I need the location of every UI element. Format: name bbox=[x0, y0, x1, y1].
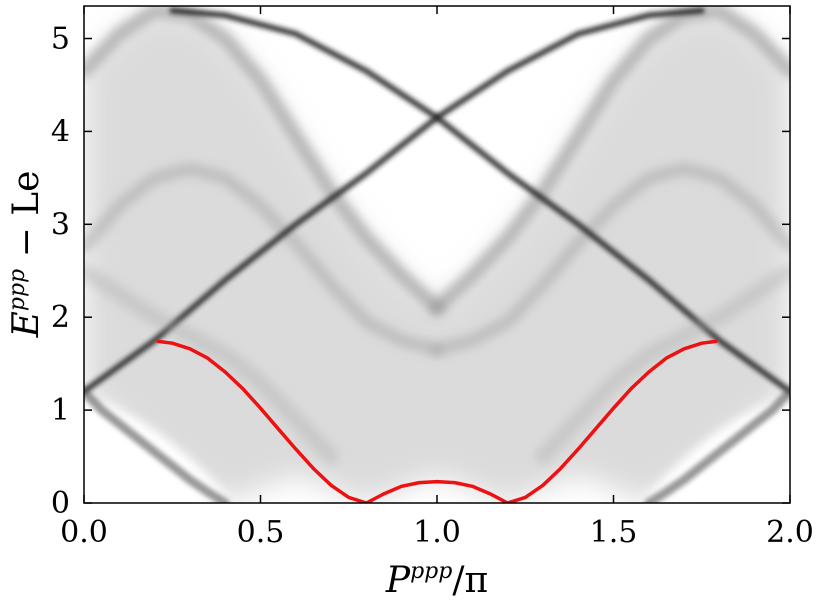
band-8 bbox=[84, 262, 340, 465]
y-tick-label: 5 bbox=[51, 22, 70, 57]
band-9 bbox=[534, 262, 790, 465]
y-tick-label: 2 bbox=[51, 300, 70, 335]
band-6 bbox=[84, 387, 230, 503]
y-axis-ticks: 0 1 2 3 4 5 bbox=[51, 22, 790, 521]
band-layer bbox=[84, 6, 790, 503]
x-axis-label: Pppp/π bbox=[385, 559, 488, 601]
series-line-0 bbox=[156, 339, 718, 503]
y-axis-label: Eppp − Le bbox=[5, 171, 47, 339]
x-tick-label: 0.0 bbox=[60, 515, 108, 550]
x-tick-label: 2.0 bbox=[766, 515, 814, 550]
plot-area bbox=[84, 6, 790, 503]
x-tick-label: 1.0 bbox=[413, 515, 461, 550]
band-3 bbox=[431, 162, 790, 356]
band-7 bbox=[644, 387, 790, 503]
band-1 bbox=[430, 6, 790, 315]
series-layer bbox=[156, 339, 718, 503]
band-4 bbox=[84, 7, 705, 395]
gap-region-upper bbox=[395, 83, 479, 208]
band-2 bbox=[84, 162, 443, 356]
y-tick-label: 0 bbox=[51, 486, 70, 521]
band-5 bbox=[169, 7, 790, 395]
x-tick-label: 1.5 bbox=[590, 515, 638, 550]
x-axis-ticks: 0.0 0.5 1.0 1.5 2.0 bbox=[60, 6, 814, 550]
y-tick-label: 3 bbox=[51, 207, 70, 242]
y-tick-label: 1 bbox=[51, 393, 70, 428]
y-tick-label: 4 bbox=[51, 114, 70, 149]
x-tick-label: 0.5 bbox=[237, 515, 285, 550]
band-0 bbox=[84, 6, 444, 315]
